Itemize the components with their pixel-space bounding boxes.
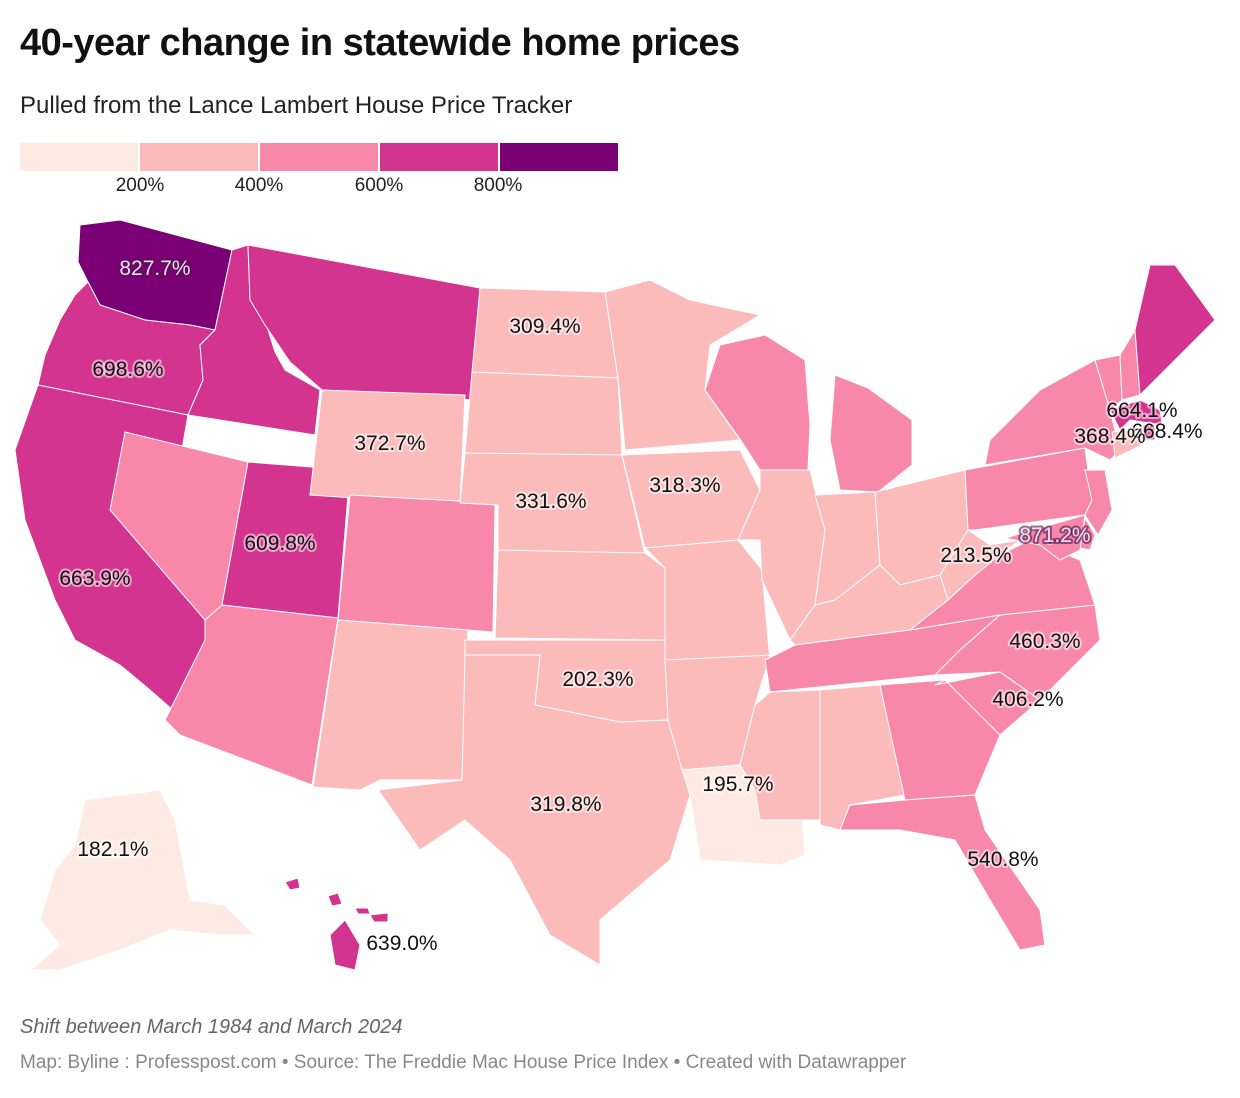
state-label-utah: 609.8% — [244, 532, 315, 555]
state-label-oregon: 698.6% — [92, 358, 163, 381]
state-wv[interactable] — [939, 529, 1021, 601]
state-pa[interactable] — [964, 447, 1093, 531]
state-sc[interactable] — [934, 671, 1041, 736]
state-ga[interactable] — [879, 679, 1001, 801]
legend-swatch-600-800 — [380, 143, 498, 171]
state-label-alaska: 182.1% — [77, 838, 148, 861]
state-label-north-carolina: 460.3% — [1009, 630, 1080, 653]
state-label-massachusetts: 664.1% — [1106, 399, 1177, 422]
legend-label: 400% — [234, 175, 284, 196]
state-label-south-carolina: 406.2% — [992, 688, 1063, 711]
state-hi-island[interactable] — [284, 877, 301, 891]
state-me[interactable] — [1134, 264, 1216, 397]
state-label-nebraska: 331.6% — [515, 490, 586, 513]
state-fl[interactable] — [839, 794, 1046, 951]
state-shapes — [14, 219, 1216, 971]
legend-labels: 200% 400% 600% 800% — [20, 175, 618, 199]
state-label-hawaii: 639.0% — [366, 932, 437, 955]
state-ks[interactable] — [494, 549, 666, 641]
state-label-iowa: 318.3% — [649, 474, 720, 497]
state-ak[interactable] — [28, 789, 257, 971]
state-label-north-dakota: 309.4% — [509, 315, 580, 338]
state-label-texas: 319.8% — [530, 793, 601, 816]
state-label-district-of-columbia: 871.2% — [1019, 524, 1090, 547]
state-label-washington: 827.7% — [119, 257, 190, 280]
state-ma[interactable] — [1109, 399, 1163, 431]
legend-swatch-400-600 — [260, 143, 378, 171]
state-hi-island[interactable] — [327, 892, 343, 907]
state-md[interactable] — [1004, 514, 1086, 561]
chart-footer: Map: Byline : Professpost.com • Source: … — [20, 1052, 907, 1073]
legend-label: 800% — [473, 175, 523, 196]
us-choropleth-map: 827.7% 698.6% 663.9% 609.8% 372.7% 309.4% 331.… — [14, 219, 1216, 971]
state-nm[interactable] — [312, 619, 469, 791]
state-mi[interactable] — [829, 374, 913, 493]
state-co[interactable] — [337, 494, 496, 633]
state-label-west-virginia: 213.5% — [940, 544, 1011, 567]
state-label-wyoming: 372.7% — [354, 432, 425, 455]
state-label-florida: 540.8% — [967, 848, 1038, 871]
state-label-oklahoma: 202.3% — [562, 668, 633, 691]
color-legend — [20, 143, 618, 171]
state-dc[interactable] — [1047, 539, 1053, 545]
legend-label: 200% — [115, 175, 165, 196]
state-nc[interactable] — [933, 604, 1101, 701]
state-label-louisiana: 195.7% — [702, 773, 773, 796]
state-sd[interactable] — [464, 371, 623, 461]
state-ct[interactable] — [1111, 427, 1143, 459]
chart-subtitle: Pulled from the Lance Lambert House Pric… — [20, 92, 573, 119]
state-label-connecticut: 368.4% — [1074, 425, 1145, 448]
state-hi-island[interactable] — [354, 907, 371, 915]
state-ia[interactable] — [621, 449, 761, 549]
legend-swatch-800-plus — [500, 143, 618, 171]
legend-swatch-0-200 — [20, 143, 138, 171]
state-mo[interactable] — [643, 539, 771, 661]
legend-swatch-200-400 — [140, 143, 258, 171]
state-labels: 827.7% 698.6% 663.9% 609.8% 372.7% 309.4% 331.… — [57, 255, 1204, 957]
state-hi[interactable] — [329, 919, 361, 971]
state-nj[interactable] — [1084, 469, 1113, 536]
chart-title: 40-year change in statewide home prices — [20, 22, 740, 64]
state-mn[interactable] — [604, 279, 762, 451]
state-label-california: 663.9% — [59, 567, 130, 590]
state-label-rhode-island: 668.4% — [1131, 420, 1202, 443]
state-tx[interactable] — [377, 654, 691, 966]
state-wi[interactable] — [704, 334, 811, 471]
legend-label: 600% — [354, 175, 404, 196]
state-hi-island[interactable] — [369, 912, 389, 923]
chart-notes: Shift between March 1984 and March 2024 — [20, 1016, 403, 1038]
